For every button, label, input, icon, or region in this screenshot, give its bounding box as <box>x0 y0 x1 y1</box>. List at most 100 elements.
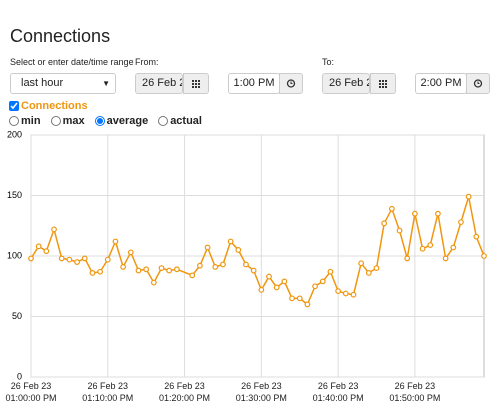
data-point <box>112 238 119 245</box>
data-point <box>158 265 165 272</box>
calendar-button[interactable] <box>370 73 396 94</box>
data-point <box>427 242 434 249</box>
clock-button[interactable] <box>466 73 490 94</box>
y-tick-label: 200 <box>7 129 22 139</box>
data-point <box>66 256 73 263</box>
data-point <box>74 259 80 265</box>
data-point <box>173 266 180 273</box>
range-label: Select or enter date/time range <box>10 57 134 67</box>
series-toggle[interactable]: Connections <box>9 100 88 112</box>
data-point <box>465 193 472 200</box>
from-time[interactable]: 1:00 PM <box>228 73 280 94</box>
x-tick-label: 26 Feb 23 01:20:00 PM <box>159 381 211 403</box>
x-tick-label: 26 Feb 23 01:50:00 PM <box>389 381 441 403</box>
data-point <box>127 249 134 256</box>
data-point <box>381 220 388 227</box>
data-point <box>220 261 226 268</box>
from-date[interactable]: 26 Feb 23 <box>135 73 183 94</box>
from-label: From: <box>135 57 159 67</box>
clock-button[interactable] <box>279 73 303 94</box>
data-point <box>104 256 111 263</box>
y-tick-label: 50 <box>12 311 22 321</box>
x-tick-label: 26 Feb 23 01:30:00 PM <box>235 381 287 403</box>
radio[interactable] <box>9 116 19 126</box>
data-point <box>51 226 57 233</box>
x-tick-label: 26 Feb 23 01:10:00 PM <box>82 381 134 403</box>
checkbox[interactable] <box>9 101 19 111</box>
data-point <box>197 262 203 269</box>
x-tick-label: 26 Feb 23 01:00:00 PM <box>5 381 57 403</box>
data-point <box>273 284 280 291</box>
series-line <box>30 196 485 306</box>
data-point <box>243 261 249 268</box>
data-point <box>350 291 357 298</box>
mode-label: actual <box>170 115 202 127</box>
data-point <box>120 263 127 270</box>
mode-label: average <box>106 115 149 127</box>
data-point <box>28 255 34 262</box>
data-point <box>204 244 211 251</box>
page-title: Connections <box>10 26 111 46</box>
radio[interactable] <box>158 116 169 126</box>
data-point <box>89 270 96 276</box>
data-point <box>411 210 418 217</box>
data-point <box>304 301 311 308</box>
data-point <box>250 267 257 274</box>
data-point <box>388 205 395 212</box>
data-point <box>373 265 380 272</box>
y-tick-label: 100 <box>7 250 22 260</box>
data-point <box>281 278 288 285</box>
data-point <box>58 255 65 262</box>
data-point <box>335 288 342 294</box>
mode-option[interactable]: min <box>9 115 41 127</box>
data-point <box>458 219 464 226</box>
mode-option[interactable]: max <box>50 115 85 127</box>
series-label: Connections <box>21 100 88 112</box>
x-tick-label: 26 Feb 23 01:40:00 PM <box>312 381 364 403</box>
data-point <box>97 268 104 275</box>
data-point <box>150 279 157 286</box>
data-point <box>43 248 50 255</box>
data-point <box>435 210 441 217</box>
data-point <box>481 253 487 259</box>
data-point <box>312 283 318 290</box>
to-date[interactable]: 26 Feb 23 <box>322 73 370 94</box>
data-point <box>442 255 449 262</box>
data-point <box>327 268 334 275</box>
data-point <box>189 272 196 279</box>
data-point <box>342 290 349 297</box>
data-point <box>266 273 272 280</box>
data-point <box>289 295 295 302</box>
plot-area <box>30 134 485 378</box>
mode-option[interactable]: actual <box>158 115 202 127</box>
data-point <box>319 278 326 285</box>
data-point <box>404 255 411 262</box>
radio[interactable] <box>94 116 105 126</box>
data-point <box>396 227 403 234</box>
radio[interactable] <box>50 116 61 126</box>
mode-label: max <box>62 115 85 127</box>
data-point <box>365 270 372 276</box>
data-point <box>419 245 426 252</box>
data-point <box>473 233 480 240</box>
data-point <box>166 267 173 274</box>
data-point <box>450 244 457 251</box>
range-value: last hour <box>21 77 64 89</box>
data-point <box>135 267 142 274</box>
data-point <box>296 295 303 302</box>
to-label: To: <box>322 57 335 67</box>
data-point <box>81 255 88 262</box>
data-point <box>227 238 234 245</box>
data-point <box>143 266 150 273</box>
data-point <box>235 247 242 253</box>
calendar-button[interactable] <box>183 73 209 94</box>
data-point <box>258 286 265 293</box>
mode-option[interactable]: average <box>94 115 149 127</box>
range-select[interactable]: last hour ▼ <box>10 73 116 94</box>
y-tick-label: 150 <box>7 190 22 200</box>
data-point <box>35 243 42 250</box>
data-point <box>212 263 219 270</box>
to-time[interactable]: 2:00 PM <box>415 73 467 94</box>
mode-group: min max average actual <box>9 115 202 127</box>
